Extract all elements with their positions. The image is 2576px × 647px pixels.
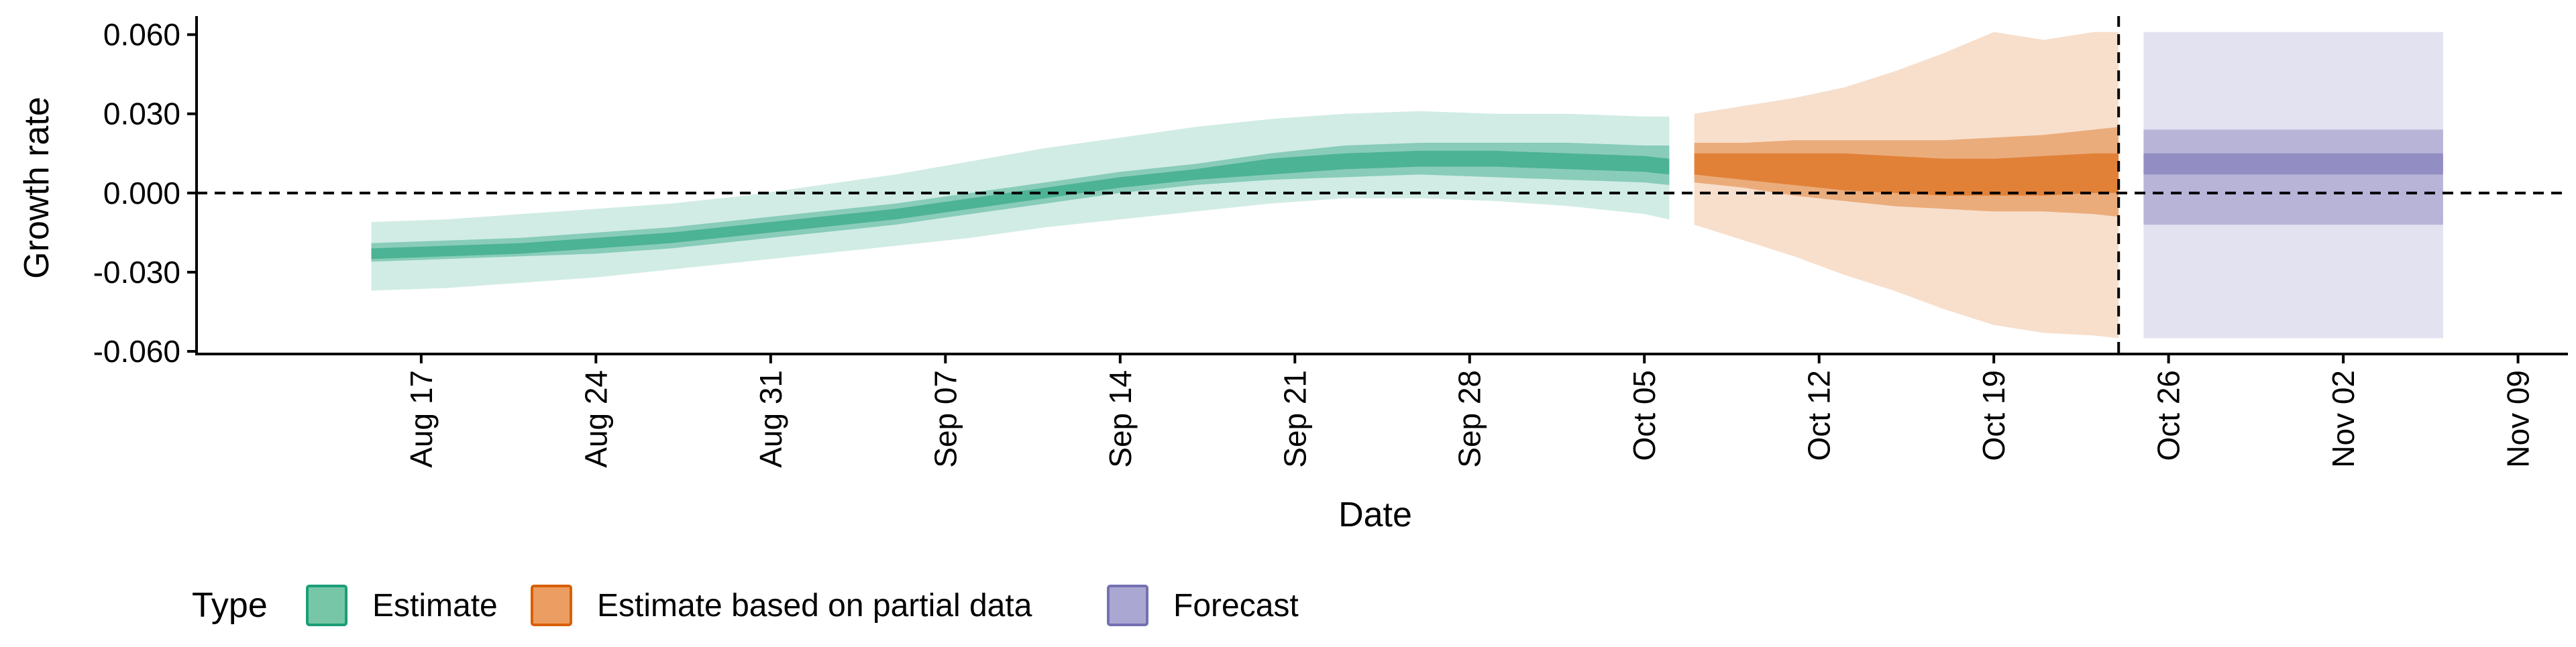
x-tick-label: Oct 26 [2151,370,2186,461]
legend-item: Estimate [306,585,498,626]
y-tick-label: 0.060 [103,17,180,52]
y-tick-label: -0.060 [93,334,180,369]
x-tick-label: Nov 09 [2501,370,2536,468]
y-tick-label: 0.030 [103,97,180,131]
legend-key [306,585,347,626]
x-axis-title: Date [1338,495,1412,534]
y-tick-label: -0.030 [93,255,180,290]
legend-label: Estimate [372,588,498,624]
x-tick-label: Nov 02 [2326,370,2361,468]
x-tick-label: Sep 07 [928,370,963,468]
forecast-band-90 [2143,32,2443,339]
estimate-based-on-partial-data-band-20 [1694,153,2119,196]
forecast-band-20 [2143,153,2443,175]
axes: -0.060 -0.030 0.000 0.030 0.060 Aug 17 Aug 24 A… [93,16,2568,468]
y-axis-title: Growth rate [17,97,56,279]
legend-key [531,585,572,626]
x-tick-label: Aug 24 [578,370,613,468]
x-tick-label: Sep 21 [1277,370,1312,468]
legend-label: Estimate based on partial data [597,588,1032,624]
series-estimate-based-on-partial-data [1694,32,2119,339]
legend-item: Forecast [1107,585,1299,626]
legend-key [1107,585,1148,626]
series-estimate [371,111,1670,291]
x-tick-label: Sep 14 [1103,370,1138,468]
x-tick-label: Oct 19 [1976,370,2011,461]
x-tick-label: Sep 28 [1452,370,1487,468]
uncertainty-bands [371,32,2443,339]
x-tick-label: Oct 05 [1627,370,1662,461]
reference-lines [197,16,2568,354]
x-tick-label: Oct 12 [1802,370,1837,461]
forecast-band-50 [2143,129,2443,225]
legend-title: Type [192,586,268,625]
x-tick-label: Aug 31 [753,370,788,468]
y-tick-label: 0.000 [103,176,180,211]
legend-label: Forecast [1173,588,1299,624]
legend: Type Estimate Estimate based on partial da… [192,585,1299,626]
legend-item: Estimate based on partial data [531,585,1032,626]
x-tick-label: Aug 17 [404,370,439,468]
series-forecast [2143,32,2443,339]
estimate-band-20 [371,150,1670,259]
